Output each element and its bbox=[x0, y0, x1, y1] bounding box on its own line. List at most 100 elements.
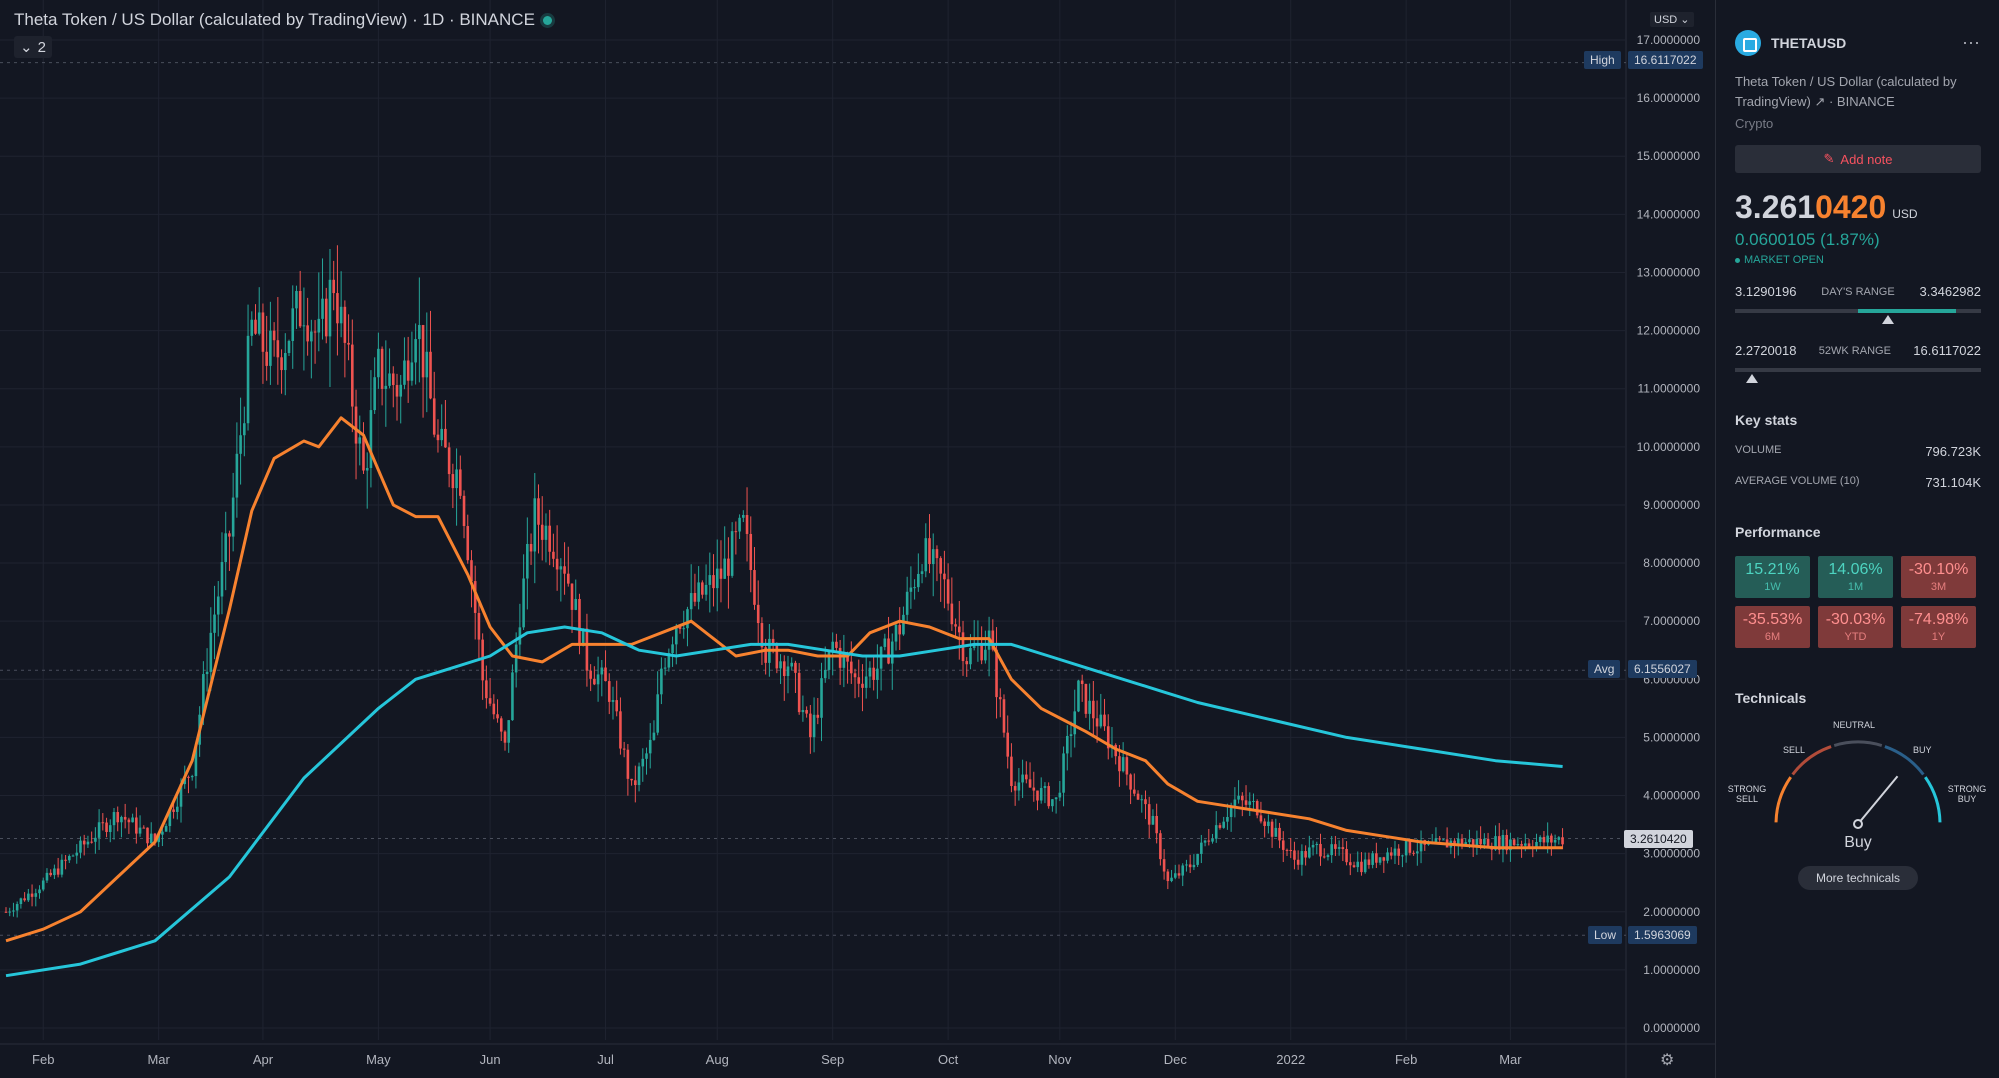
day-range-low: 3.1290196 bbox=[1735, 284, 1797, 299]
y-tick-label: 7.0000000 bbox=[1643, 614, 1700, 628]
candle-body bbox=[1155, 815, 1158, 834]
candle-body bbox=[1483, 838, 1486, 845]
candle-body bbox=[704, 584, 708, 595]
day-range-label: DAY'S RANGE bbox=[1821, 285, 1895, 298]
candle-body bbox=[503, 731, 507, 743]
candle-body bbox=[477, 612, 481, 640]
candle-body bbox=[1166, 871, 1170, 882]
candle-body bbox=[395, 385, 399, 397]
candle-body bbox=[663, 667, 667, 669]
candle-body bbox=[485, 680, 488, 699]
candle-body bbox=[101, 822, 105, 824]
candle-body bbox=[306, 325, 309, 342]
candle-body bbox=[1255, 801, 1259, 816]
candle-body bbox=[1419, 840, 1423, 852]
candle-body bbox=[686, 609, 689, 629]
candle-body bbox=[771, 638, 775, 646]
more-technicals-button[interactable]: More technicals bbox=[1798, 866, 1918, 890]
candle-body bbox=[466, 526, 470, 561]
candle-body bbox=[1028, 779, 1032, 788]
performance-period: 6M bbox=[1764, 631, 1781, 643]
candle-body bbox=[1129, 774, 1132, 790]
candle-body bbox=[157, 834, 160, 843]
volume-row: VOLUME 796.723K bbox=[1735, 444, 1981, 459]
candle-body bbox=[578, 598, 581, 646]
candle-body bbox=[876, 668, 879, 680]
candle-body bbox=[801, 710, 805, 713]
candle-body bbox=[522, 578, 525, 628]
candle-body bbox=[671, 644, 674, 654]
candle-body bbox=[514, 644, 518, 673]
candle-body bbox=[135, 817, 138, 834]
candle-body bbox=[488, 698, 492, 704]
candle-body bbox=[1144, 799, 1147, 805]
indicator-collapse-button[interactable]: ⌄ 2 bbox=[14, 36, 52, 58]
candle-body bbox=[462, 495, 466, 527]
candle-body bbox=[548, 525, 551, 552]
candle-body bbox=[924, 538, 928, 572]
candle-body bbox=[295, 290, 298, 309]
day-range-high: 3.3462982 bbox=[1919, 284, 1981, 299]
candle-body bbox=[797, 672, 801, 713]
x-tick-label: Feb bbox=[1395, 1052, 1417, 1067]
candle-body bbox=[246, 335, 250, 424]
candle-body bbox=[231, 497, 235, 537]
gauge-arc-strong-buy bbox=[1924, 776, 1942, 823]
technicals-gauge: NEUTRAL SELL BUY STRONG SELL STRONG BUY … bbox=[1728, 712, 1986, 890]
x-tick-label: Feb bbox=[32, 1052, 54, 1067]
candle-body bbox=[1259, 815, 1263, 822]
candle-body bbox=[45, 872, 49, 881]
candle-body bbox=[566, 573, 570, 584]
candle-body bbox=[935, 549, 939, 559]
candle-body bbox=[41, 880, 45, 890]
add-note-button[interactable]: ✎ Add note bbox=[1735, 145, 1981, 173]
symbol-title: Theta Token / US Dollar (calculated by T… bbox=[14, 10, 535, 29]
candle-body bbox=[682, 628, 686, 630]
chart-pane[interactable]: 17.0000000 16.0000000 15.0000000 14.0000000… bbox=[0, 0, 1716, 1078]
high-value: 16.6117022 bbox=[1628, 51, 1703, 69]
candle-body bbox=[701, 582, 704, 595]
x-tick-label: Nov bbox=[1048, 1052, 1072, 1067]
candle-body bbox=[1218, 825, 1222, 828]
y-tick-label: 12.0000000 bbox=[1637, 324, 1701, 338]
candle-body bbox=[343, 306, 347, 343]
performance-period: 3M bbox=[1930, 581, 1947, 593]
candle-body bbox=[652, 732, 656, 740]
candle-body bbox=[202, 674, 205, 715]
candle-body bbox=[697, 582, 700, 602]
candle-body bbox=[1524, 843, 1527, 846]
candle-body bbox=[358, 437, 362, 444]
candle-body bbox=[1296, 859, 1300, 865]
candle-body bbox=[1214, 825, 1218, 839]
more-options-icon[interactable]: ⋯ bbox=[1962, 32, 1981, 53]
candle-body bbox=[1177, 873, 1181, 876]
moving-average-line-1 bbox=[5, 416, 1563, 943]
candle-body bbox=[1073, 711, 1077, 735]
candle-body bbox=[555, 558, 559, 570]
candle-body bbox=[835, 641, 838, 648]
y-tick-label: 15.0000000 bbox=[1637, 149, 1701, 163]
candle-body bbox=[116, 812, 120, 823]
candle-body bbox=[1039, 788, 1043, 801]
candle-body bbox=[1497, 836, 1501, 850]
candle-body bbox=[1416, 851, 1419, 854]
performance-period: 1M bbox=[1847, 581, 1864, 593]
candle-body bbox=[894, 624, 898, 642]
settings-gear-icon[interactable]: ⚙ bbox=[1660, 1052, 1675, 1069]
candle-body bbox=[1315, 843, 1319, 846]
candle-body bbox=[261, 312, 265, 352]
candle-body bbox=[1337, 847, 1341, 849]
candle-body bbox=[336, 293, 339, 324]
candle-body bbox=[1088, 700, 1091, 714]
candle-body bbox=[898, 624, 902, 635]
currency-button[interactable]: USD ⌄ bbox=[1650, 12, 1694, 27]
x-tick-label: 2022 bbox=[1276, 1052, 1305, 1067]
symbol-name[interactable]: THETAUSD bbox=[1771, 35, 1847, 51]
candle-body bbox=[909, 587, 913, 592]
day-range: 3.1290196 DAY'S RANGE 3.3462982 bbox=[1735, 284, 1981, 324]
candle-body bbox=[455, 469, 458, 489]
price-chart[interactable]: 17.0000000 16.0000000 15.0000000 14.0000000… bbox=[0, 0, 1716, 1078]
candle-body bbox=[34, 893, 38, 897]
high-label: High bbox=[1584, 51, 1621, 69]
candle-body bbox=[831, 641, 834, 652]
